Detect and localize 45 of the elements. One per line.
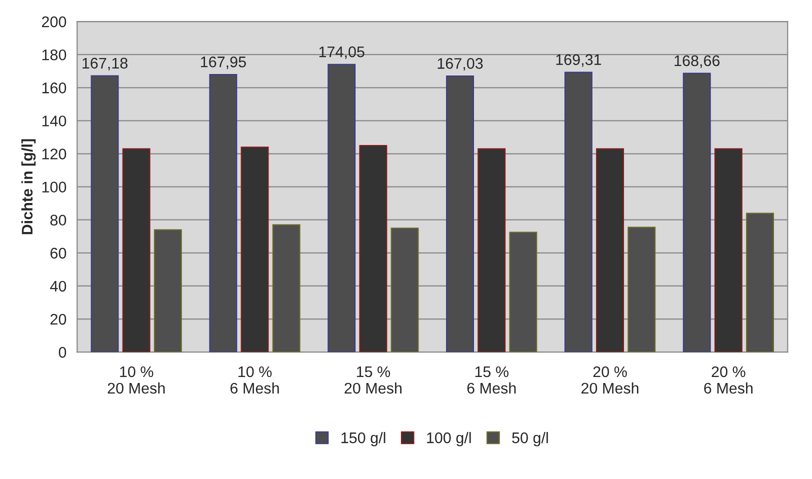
data-label: 167,03 xyxy=(438,58,483,71)
bar xyxy=(714,148,742,352)
y-tick-label: 0 xyxy=(58,346,66,358)
bar xyxy=(328,64,356,352)
bar xyxy=(596,148,624,352)
bar xyxy=(478,148,506,352)
y-tick-label: 80 xyxy=(50,214,66,226)
bar xyxy=(154,229,182,352)
bar xyxy=(240,146,269,352)
x-tick-label: 10 % 20 Mesh xyxy=(108,366,165,394)
y-tick-label: 120 xyxy=(42,148,66,160)
bar xyxy=(359,144,388,352)
data-label: 168,66 xyxy=(674,55,720,68)
bar xyxy=(509,232,538,352)
y-tick-label: 200 xyxy=(42,16,66,28)
bar xyxy=(209,74,238,352)
bar xyxy=(272,224,300,352)
data-label: 174,05 xyxy=(319,46,364,60)
x-tick-label: 15 % 6 Mesh xyxy=(467,366,516,394)
x-tick-label: 20 % 6 Mesh xyxy=(704,366,752,394)
y-tick-label: 100 xyxy=(42,182,66,192)
x-tick-label: 10 % 6 Mesh xyxy=(230,366,279,394)
y-tick-label: 20 xyxy=(50,314,66,325)
bar xyxy=(90,75,119,352)
x-tick-label: 20 % 20 Mesh xyxy=(581,366,638,394)
legend-label: 150 g/l xyxy=(342,432,386,446)
legend-label: 50 g/l xyxy=(512,432,548,446)
bar xyxy=(746,212,774,352)
y-tick-label: 160 xyxy=(42,82,66,94)
legend-label: 100 g/l xyxy=(427,432,471,446)
bar xyxy=(564,72,592,352)
x-tick-label: 15 % 20 Mesh xyxy=(344,366,402,394)
y-axis-title: Dichte in [g/l] xyxy=(21,139,36,234)
bar xyxy=(628,226,656,352)
data-label: 169,31 xyxy=(556,54,602,67)
bar xyxy=(390,228,419,352)
y-tick-label: 40 xyxy=(50,280,66,292)
y-tick-label: 180 xyxy=(42,49,66,60)
data-label: 167,18 xyxy=(82,58,128,70)
data-label: 167,95 xyxy=(200,56,246,70)
bar xyxy=(122,148,150,352)
bar xyxy=(682,72,711,352)
y-tick-label: 140 xyxy=(42,116,66,126)
y-tick-label: 60 xyxy=(50,248,66,259)
bar xyxy=(446,75,474,352)
